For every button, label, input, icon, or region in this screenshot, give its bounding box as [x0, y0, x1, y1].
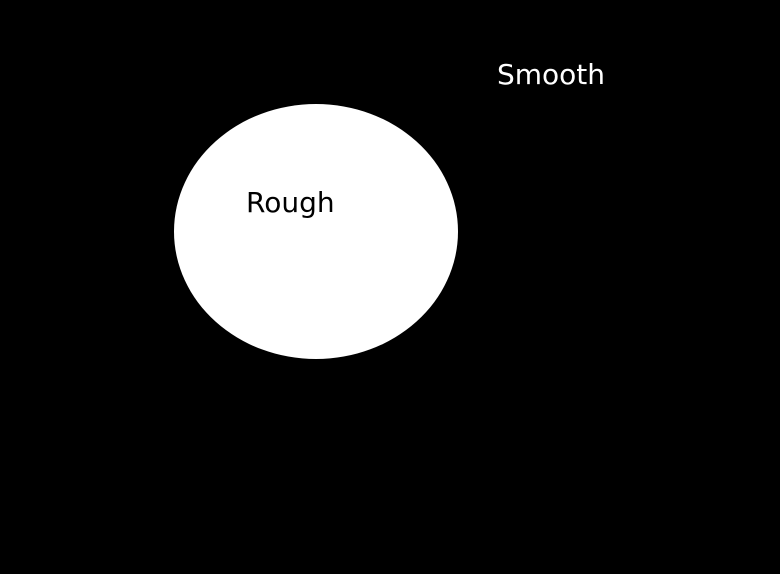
rough-region-label: Rough: [246, 186, 335, 219]
rough-region-circle: [174, 104, 458, 359]
smooth-region-label: Smooth: [497, 58, 606, 91]
